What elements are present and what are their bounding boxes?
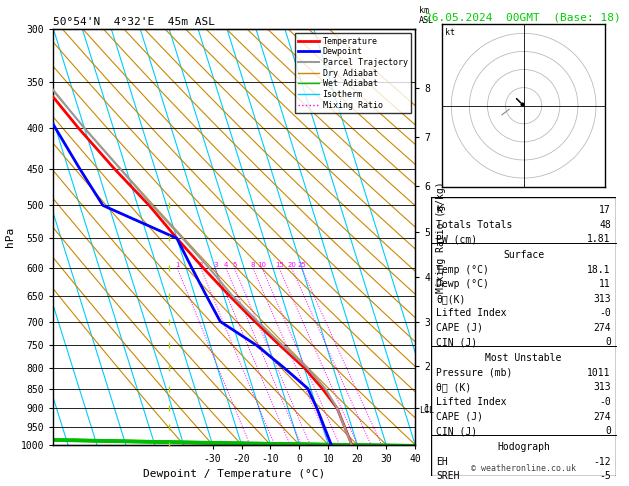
Text: θᴇ(K): θᴇ(K) [437, 294, 466, 304]
Text: 25: 25 [298, 262, 306, 268]
Text: 0: 0 [605, 337, 611, 347]
Text: 4: 4 [224, 262, 228, 268]
Text: 274: 274 [593, 412, 611, 421]
Text: 0: 0 [605, 426, 611, 436]
Text: θᴇ (K): θᴇ (K) [437, 382, 472, 393]
Text: Lifted Index: Lifted Index [437, 309, 507, 318]
Text: Totals Totals: Totals Totals [437, 220, 513, 230]
Text: 26.05.2024  00GMT  (Base: 18): 26.05.2024 00GMT (Base: 18) [425, 12, 620, 22]
Text: 2: 2 [199, 262, 203, 268]
Text: 10: 10 [258, 262, 267, 268]
Text: LCL: LCL [420, 406, 434, 415]
Y-axis label: hPa: hPa [6, 227, 15, 247]
Text: kt: kt [445, 28, 455, 36]
Text: 313: 313 [593, 294, 611, 304]
Text: 313: 313 [593, 382, 611, 393]
Text: 17: 17 [599, 205, 611, 215]
Text: 48: 48 [599, 220, 611, 230]
Y-axis label: Mixing Ratio (g/kg): Mixing Ratio (g/kg) [436, 181, 445, 293]
Text: CIN (J): CIN (J) [437, 426, 477, 436]
Text: Most Unstable: Most Unstable [486, 353, 562, 364]
Text: 15: 15 [275, 262, 284, 268]
Text: Lifted Index: Lifted Index [437, 397, 507, 407]
Text: CAPE (J): CAPE (J) [437, 412, 484, 421]
Text: 3: 3 [213, 262, 218, 268]
Text: 8: 8 [251, 262, 255, 268]
Text: 11: 11 [599, 279, 611, 289]
Text: -0: -0 [599, 309, 611, 318]
Text: Dewp (°C): Dewp (°C) [437, 279, 489, 289]
X-axis label: Dewpoint / Temperature (°C): Dewpoint / Temperature (°C) [143, 469, 325, 479]
Text: PW (cm): PW (cm) [437, 234, 477, 244]
Text: CAPE (J): CAPE (J) [437, 323, 484, 333]
Text: K: K [437, 205, 442, 215]
Text: Pressure (mb): Pressure (mb) [437, 368, 513, 378]
Text: -0: -0 [599, 397, 611, 407]
Legend: Temperature, Dewpoint, Parcel Trajectory, Dry Adiabat, Wet Adiabat, Isotherm, Mi: Temperature, Dewpoint, Parcel Trajectory… [295, 34, 411, 113]
Text: km
ASL: km ASL [419, 6, 434, 25]
Text: 5: 5 [232, 262, 237, 268]
Text: 50°54'N  4°32'E  45m ASL: 50°54'N 4°32'E 45m ASL [53, 17, 216, 27]
Text: -5: -5 [599, 471, 611, 481]
Text: 1.81: 1.81 [587, 234, 611, 244]
Text: SREH: SREH [437, 471, 460, 481]
Text: 18.1: 18.1 [587, 265, 611, 275]
Text: Temp (°C): Temp (°C) [437, 265, 489, 275]
Text: 20: 20 [287, 262, 296, 268]
Text: 1: 1 [175, 262, 180, 268]
Text: CIN (J): CIN (J) [437, 337, 477, 347]
Text: Hodograph: Hodograph [497, 442, 550, 452]
Text: © weatheronline.co.uk: © weatheronline.co.uk [471, 465, 576, 473]
Text: -12: -12 [593, 457, 611, 467]
Text: EH: EH [437, 457, 448, 467]
Text: 1011: 1011 [587, 368, 611, 378]
Text: Surface: Surface [503, 250, 544, 260]
Text: 274: 274 [593, 323, 611, 333]
